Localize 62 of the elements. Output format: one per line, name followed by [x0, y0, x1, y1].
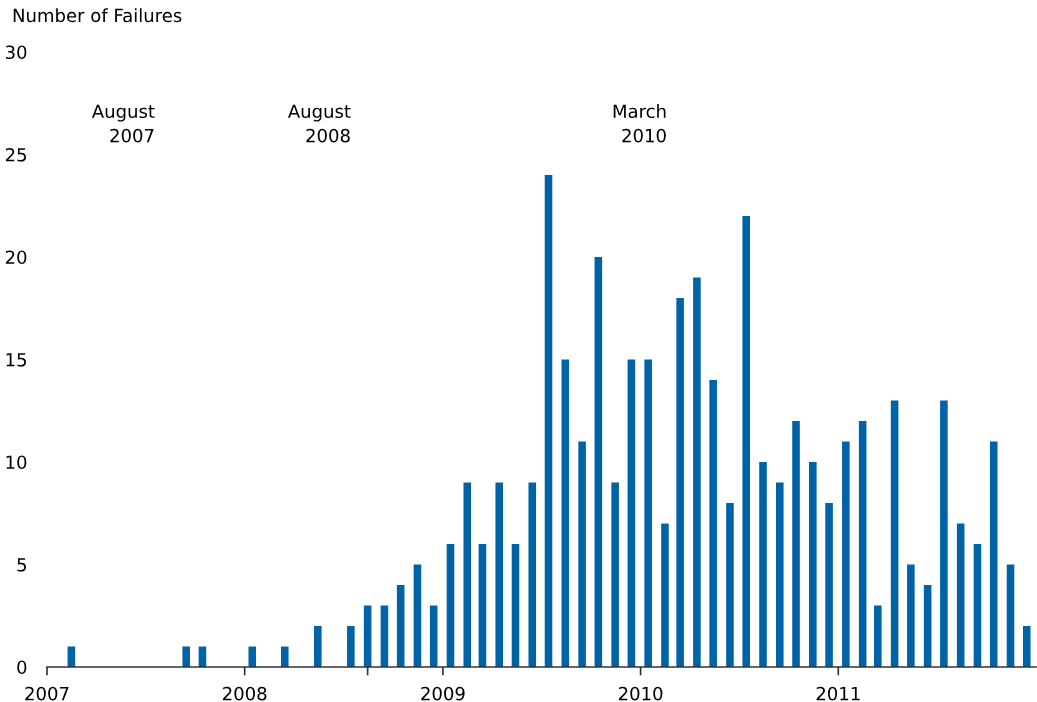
y-tick-label: 20 — [5, 250, 27, 265]
bar — [923, 585, 932, 667]
bar — [611, 482, 619, 667]
bar — [544, 175, 553, 667]
bar — [561, 359, 570, 667]
bar — [858, 421, 867, 667]
bar — [973, 544, 982, 667]
bar — [396, 585, 405, 667]
bar — [463, 482, 472, 667]
x-tick-label: 2007 — [25, 686, 69, 701]
annotation: March 2010 — [613, 104, 666, 143]
bar — [280, 646, 289, 667]
bar — [380, 605, 389, 667]
y-tick-label: 25 — [5, 147, 26, 162]
bar — [956, 523, 965, 667]
bar — [874, 605, 882, 667]
bar — [709, 380, 717, 667]
x-tick-label: 2008 — [223, 686, 267, 701]
bar — [742, 216, 750, 667]
annotation: August 2008 — [287, 104, 351, 143]
x-tick-label: 2010 — [618, 686, 663, 701]
bar — [347, 626, 355, 667]
x-tick-label: 2009 — [421, 686, 465, 701]
bar — [907, 564, 915, 667]
bar — [314, 626, 322, 667]
bar — [363, 605, 372, 667]
bar — [676, 298, 684, 667]
bar — [809, 462, 817, 667]
x-tick-label: 2011 — [816, 686, 860, 701]
bar — [594, 257, 603, 667]
bar — [429, 605, 438, 667]
bar — [661, 523, 669, 667]
bar — [644, 359, 652, 667]
bar — [446, 544, 455, 667]
bar — [989, 441, 998, 667]
y-tick-label: 10 — [6, 455, 27, 470]
y-tick-label: 30 — [5, 45, 27, 60]
bar — [248, 646, 257, 667]
bar — [495, 482, 504, 667]
y-tick-label: 0 — [17, 660, 27, 675]
annotation: August 2007 — [91, 104, 155, 143]
y-tick-label: 5 — [17, 558, 26, 572]
bar — [1022, 626, 1031, 667]
bar — [940, 400, 948, 667]
bar — [775, 482, 784, 667]
bar — [726, 503, 734, 667]
bar — [182, 646, 190, 667]
bar — [413, 564, 422, 667]
bar — [1006, 564, 1015, 667]
bar — [792, 421, 800, 667]
bar — [627, 359, 636, 667]
y-tick-label: 15 — [6, 353, 26, 367]
bar — [528, 482, 537, 667]
bar — [825, 503, 833, 667]
bar — [693, 277, 701, 667]
bar — [842, 441, 850, 667]
bar — [478, 544, 487, 667]
bar — [578, 441, 586, 667]
bar — [759, 462, 767, 667]
y-axis-title: Number of Failures — [13, 8, 182, 23]
bar — [890, 400, 899, 667]
bar — [511, 544, 520, 667]
